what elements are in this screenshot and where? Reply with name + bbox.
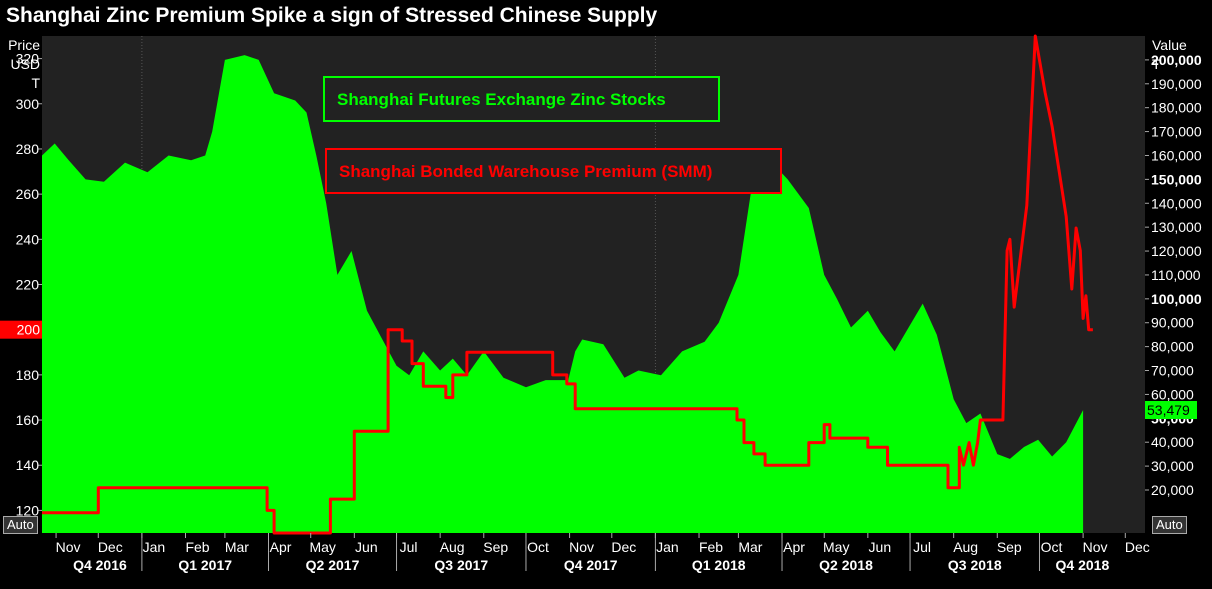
right-tick-label: 190,000: [1151, 76, 1202, 92]
x-month-label: Apr: [783, 539, 805, 555]
left-axis-label-line: T: [31, 75, 40, 91]
right-axis-label: Value T: [1152, 36, 1187, 74]
quarter-label: Q2 2017: [306, 557, 360, 573]
stocks-area: [42, 55, 1084, 533]
right-tick-label: 60,000: [1151, 386, 1194, 402]
x-month-label: Nov: [1083, 539, 1108, 555]
right-tick-label: 130,000: [1151, 219, 1202, 235]
x-month-label: Jun: [355, 539, 378, 555]
left-axis-ticks: 120 140 160 180 200 220 240 260 280 300 320: [16, 51, 42, 518]
x-month-label: Sep: [483, 539, 508, 555]
right-tick-label: 20,000: [1151, 482, 1194, 498]
x-month-label: Aug: [440, 539, 465, 555]
quarter-label: Q2 2018: [819, 557, 873, 573]
right-tick-label: 140,000: [1151, 195, 1202, 211]
x-month-label: Oct: [1041, 539, 1063, 555]
left-value-badge: [0, 320, 42, 339]
left-value-badge-text: 200: [17, 322, 41, 338]
right-value-badge: [1145, 400, 1197, 419]
left-tick-label: 260: [16, 186, 40, 202]
left-auto-button[interactable]: Auto: [3, 516, 38, 534]
chart-title: Shanghai Zinc Premium Spike a sign of St…: [6, 4, 658, 27]
left-tick-label: 300: [16, 96, 40, 112]
x-month-label: Jul: [913, 539, 931, 555]
quarter-label: Q1 2017: [178, 557, 232, 573]
right-tick-label: 170,000: [1151, 124, 1202, 140]
right-tick-label: 180,000: [1151, 100, 1202, 116]
legend-box: [325, 148, 782, 194]
right-value-badge-text: 53,479: [1147, 402, 1190, 418]
right-tick-label: 30,000: [1151, 458, 1194, 474]
x-month-label: Mar: [225, 539, 249, 555]
left-tick-label: 240: [16, 231, 40, 247]
left-tick-label: 320: [16, 51, 40, 67]
left-axis-label: Price USD T: [4, 36, 40, 93]
right-axis-label-line: T: [1152, 56, 1161, 72]
right-tick-label: 90,000: [1151, 315, 1194, 331]
right-tick-label: 160,000: [1151, 147, 1202, 163]
left-tick-label: 180: [16, 367, 40, 383]
legend: Shanghai Futures Exchange Zinc Stocks Sha…: [323, 76, 782, 194]
right-axis-ticks: 20,00030,00040,00050,00060,00070,00080,0…: [1145, 52, 1202, 498]
stocks-area-layer: [42, 55, 1084, 533]
x-axis-ticks: Nov Dec Jan Feb Mar Apr May Jun Jul Aug Sep Oct Nov D…: [55, 533, 1150, 573]
left-tick-label: 140: [16, 457, 40, 473]
premium-line: [42, 34, 1093, 535]
right-tick-label: 70,000: [1151, 363, 1194, 379]
x-month-label: Jan: [656, 539, 679, 555]
x-month-label: Sep: [997, 539, 1022, 555]
right-auto-button[interactable]: Auto: [1152, 516, 1187, 534]
x-month-label: Mar: [738, 539, 762, 555]
right-axis-label-line: Value: [1152, 37, 1187, 53]
right-tick-label: 80,000: [1151, 339, 1194, 355]
quarter-label: Q4 2016: [73, 557, 127, 573]
legend-label: Shanghai Bonded Warehouse Premium (SMM): [339, 162, 712, 181]
right-tick-label: 110,000: [1151, 267, 1201, 283]
x-month-label: Dec: [611, 539, 636, 555]
x-month-label: Jul: [400, 539, 418, 555]
x-month-label: Feb: [185, 539, 209, 555]
x-month-label: Dec: [98, 539, 123, 555]
right-tick-label: 120,000: [1151, 243, 1202, 259]
right-tick-label: 150,000: [1151, 171, 1202, 187]
x-month-label: Nov: [56, 539, 81, 555]
quarter-label: Q3 2018: [948, 557, 1002, 573]
x-month-label: May: [309, 539, 335, 555]
right-tick-label: 40,000: [1151, 434, 1194, 450]
premium-line-layer: [42, 34, 1093, 535]
quarter-label: Q4 2017: [564, 557, 618, 573]
quarter-label: Q4 2018: [1056, 557, 1110, 573]
x-month-label: Dec: [1125, 539, 1150, 555]
x-month-label: May: [823, 539, 849, 555]
left-tick-label: 280: [16, 141, 40, 157]
x-month-label: Jun: [869, 539, 892, 555]
x-month-label: Oct: [527, 539, 549, 555]
current-value-badges: 200 53,479: [0, 320, 1197, 419]
x-month-label: Aug: [953, 539, 978, 555]
right-tick-label: 100,000: [1151, 291, 1202, 307]
left-tick-label: 160: [16, 412, 40, 428]
quarter-label: Q1 2018: [692, 557, 746, 573]
x-month-label: Jan: [143, 539, 166, 555]
right-tick-label: 200,000: [1151, 52, 1202, 68]
left-tick-label: 220: [16, 277, 40, 293]
quarter-label: Q3 2017: [434, 557, 488, 573]
left-axis-label-line: USD: [10, 56, 40, 72]
left-axis-label-line: Price: [8, 37, 40, 53]
legend-label: Shanghai Futures Exchange Zinc Stocks: [337, 90, 666, 109]
x-month-label: Apr: [270, 539, 292, 555]
left-tick-label: 120: [16, 502, 40, 518]
x-month-label: Nov: [569, 539, 594, 555]
x-month-label: Feb: [699, 539, 723, 555]
legend-box: [323, 76, 720, 122]
